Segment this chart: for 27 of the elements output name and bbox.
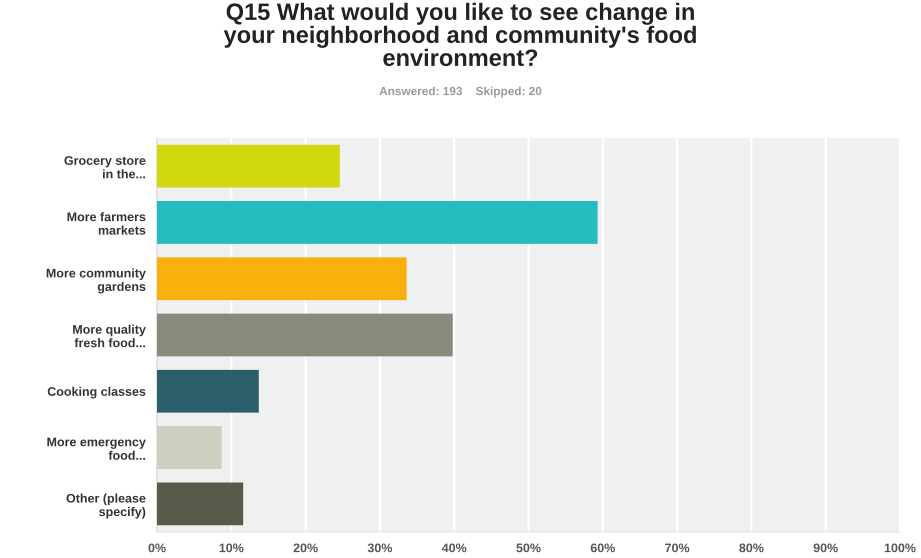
bar [157,314,453,356]
x-tick-label: 40% [442,543,466,552]
bar [157,370,259,413]
bar [157,257,407,300]
y-tick-label: More community gardens [46,268,146,294]
x-tick-label: 30% [368,543,392,552]
x-tick-label: 60% [590,543,615,552]
x-tick-label: 50% [516,543,541,552]
x-tick-label: 10% [220,543,244,552]
bar [157,482,244,526]
y-tick-label: More emergency food... [47,438,146,460]
y-tick-label: Other (please specify) [66,494,146,519]
y-tick-label: More farmers markets [68,212,146,235]
chart-title: Q15 What would you like to see change in your neighborhood and community's food environment? [224,2,696,66]
x-tick-label: 100% [884,543,916,552]
y-tick-label: More quality fresh food... [73,324,146,348]
bar [157,426,222,469]
x-tick-label: 0% [148,543,166,552]
y-tick-label: Grocery store in the... [64,156,146,178]
chart-subtitle: Answered: 193 Skipped: 20 [379,86,542,98]
x-tick-label: 70% [665,543,690,552]
bar [157,144,340,188]
x-tick-label: 90% [814,543,838,552]
y-tick-label: Cooking classes [48,386,146,398]
bar [157,201,598,244]
x-tick-label: 20% [294,543,318,552]
x-tick-label: 80% [739,543,764,552]
